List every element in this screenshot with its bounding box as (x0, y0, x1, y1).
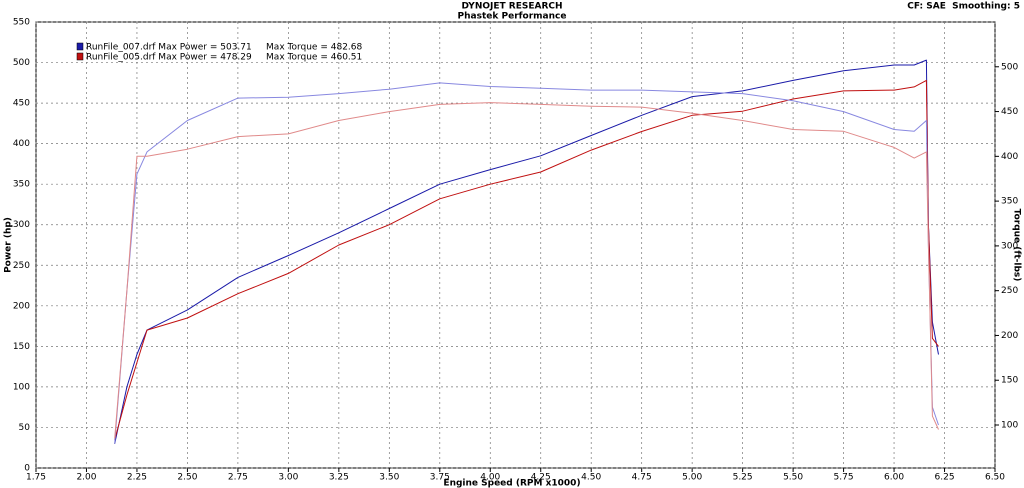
x-tick-label: 3.50 (379, 473, 399, 483)
data-line (114, 59, 939, 444)
x-tick-label: 4.25 (531, 473, 551, 483)
y-tick-label: 500 (13, 58, 30, 68)
corner-note: CF: SAE Smoothing: 5 (907, 2, 1020, 12)
x-tick-label: 4.75 (632, 473, 652, 483)
x-tick-label: 2.00 (76, 473, 96, 483)
y-tick-label: 50 (19, 423, 31, 433)
y-tick-label: 550 (13, 18, 30, 28)
x-tick-label: 5.00 (682, 473, 702, 483)
data-line (114, 82, 939, 443)
x-tick-label: 4.50 (581, 473, 601, 483)
y2-tick-label: 350 (1001, 197, 1018, 207)
y-tick-label: 250 (13, 261, 30, 271)
legend-swatch (76, 52, 84, 61)
y-axis-label: Power (hp) (4, 217, 14, 273)
legend-label: RunFile_005.drf Max Power = 478.29 Max T… (86, 53, 362, 63)
x-tick-label: 1.75 (26, 473, 46, 483)
x-tick-label: 6.50 (985, 473, 1005, 483)
legend-label: RunFile_007.drf Max Power = 503.71 Max T… (86, 43, 363, 53)
y-tick-label: 100 (13, 382, 30, 392)
data-line (114, 102, 939, 439)
x-tick-label: 5.75 (834, 473, 854, 483)
y-tick-label: 450 (13, 99, 30, 109)
x-tick-label: 2.75 (228, 473, 248, 483)
x-tick-label: 6.25 (935, 473, 955, 483)
x-tick-label: 5.50 (783, 473, 803, 483)
plot-area (35, 21, 996, 469)
x-tick-label: 6.00 (884, 473, 904, 483)
y2-tick-label: 200 (1001, 331, 1018, 341)
chart-title: DYNOJET RESEARCH (461, 2, 562, 12)
y-tick-label: 350 (13, 180, 30, 190)
x-tick-label: 5.25 (733, 473, 753, 483)
x-axis-label: Engine Speed (RPM x1000) (443, 479, 580, 488)
y2-tick-label: 250 (1001, 286, 1018, 296)
y2-tick-label: 500 (1001, 62, 1018, 72)
y2-tick-label: 300 (1001, 241, 1018, 251)
y-tick-label: 200 (13, 301, 30, 311)
x-tick-label: 2.25 (127, 473, 147, 483)
legend-swatch (76, 42, 84, 51)
y-tick-label: 150 (13, 342, 30, 352)
x-tick-label: 3.75 (430, 473, 450, 483)
y-tick-label: 0 (24, 464, 30, 474)
y2-tick-label: 150 (1001, 376, 1018, 386)
y-tick-label: 300 (13, 220, 30, 230)
x-tick-label: 4.00 (480, 473, 500, 483)
x-tick-label: 2.50 (177, 473, 197, 483)
x-tick-label: 3.25 (329, 473, 349, 483)
x-tick-label: 3.00 (278, 473, 298, 483)
y2-tick-label: 400 (1001, 152, 1018, 162)
y2-axis-label: Torque (ft-lbs) (1012, 209, 1022, 282)
chart-subtitle: Phastek Performance (458, 12, 567, 22)
y2-tick-label: 100 (1001, 421, 1018, 431)
y-tick-label: 400 (13, 139, 30, 149)
y2-tick-label: 450 (1001, 107, 1018, 117)
data-line (114, 79, 939, 440)
